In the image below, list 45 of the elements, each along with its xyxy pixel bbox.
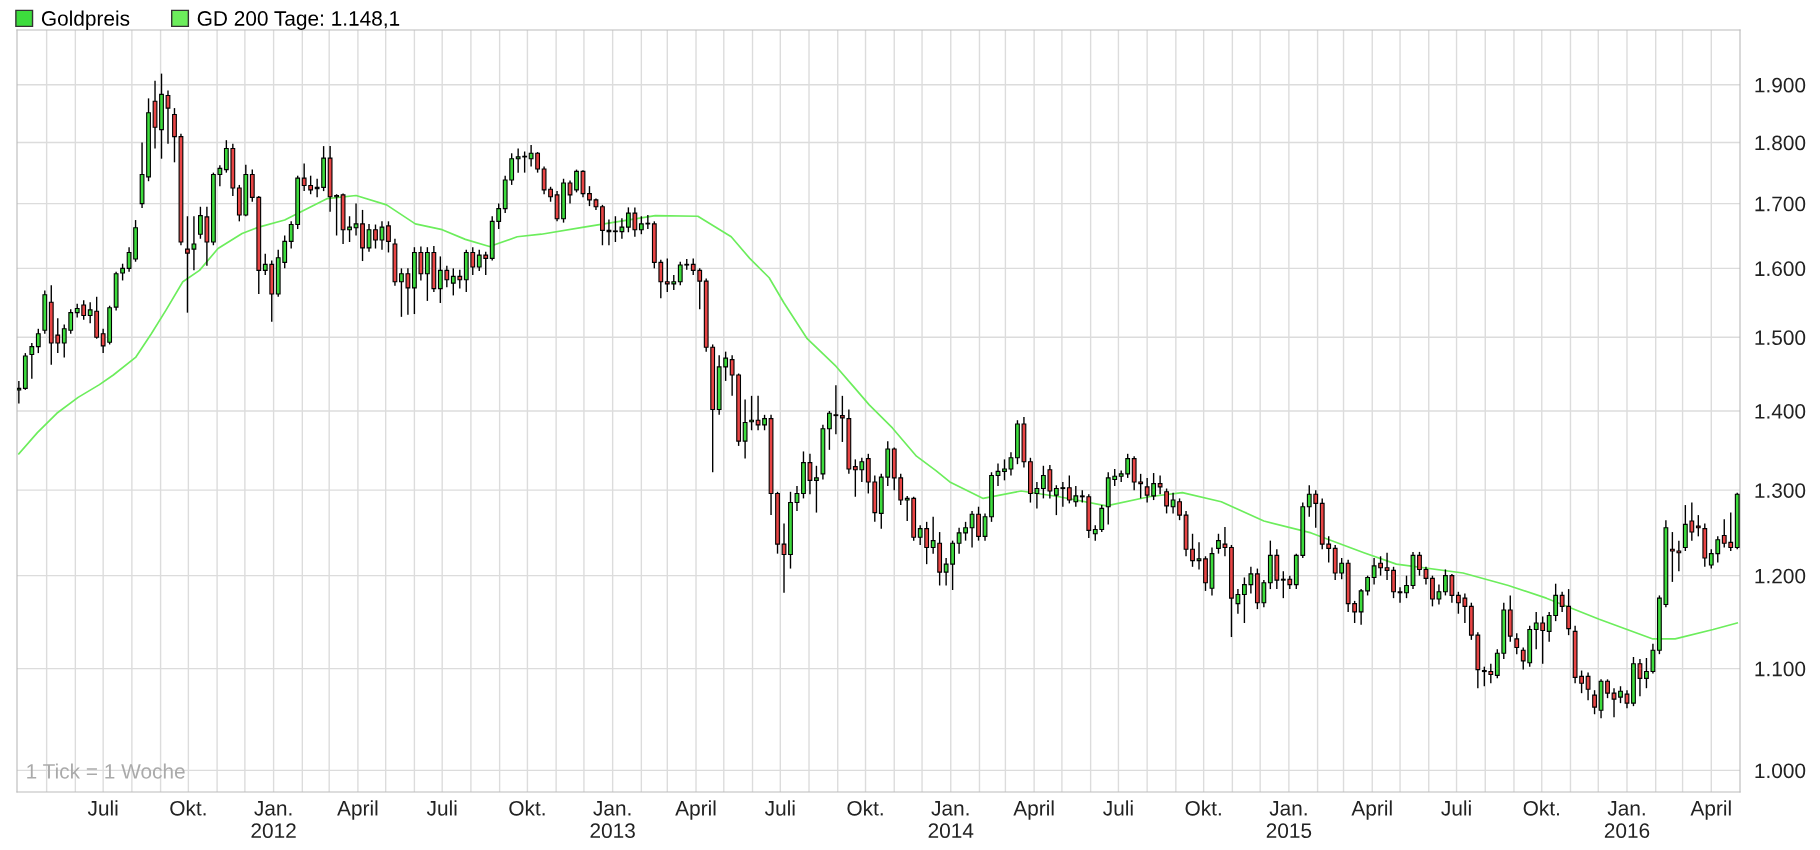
x-tick-label: Okt. [847, 800, 883, 816]
x-tick-label: April [337, 800, 378, 820]
x-tick-label: Juli [765, 800, 795, 816]
candlestick [35, 328, 41, 354]
candlestick [386, 220, 391, 254]
x-tick-label: April [1351, 800, 1392, 820]
candlestick [1585, 671, 1591, 701]
x-tick-label: Okt. [170, 800, 206, 816]
legend-label: GD 200 Tage: 1.148,1 [197, 11, 400, 30]
y-tick-label: 1.800 [1755, 135, 1806, 151]
line-series [18, 194, 1739, 640]
y-tick-label: 1.000 [1755, 763, 1806, 779]
y-tick-label: 1.600 [1755, 261, 1806, 277]
y-tick-label: 1.200 [1755, 568, 1806, 584]
candlestick [1514, 632, 1520, 655]
x-tick-label: April [1690, 800, 1731, 820]
x-tick-label: April [675, 800, 716, 820]
x-tick-label: April [1013, 800, 1054, 820]
x-tick-label: Jan. 2014 [928, 801, 974, 839]
candlestick [1157, 474, 1163, 495]
x-tick-label: Jan. 2015 [1266, 801, 1312, 839]
y-tick-label: 1.900 [1755, 77, 1806, 93]
x-tick-label: Juli [1103, 800, 1133, 816]
candlestick [742, 398, 748, 460]
x-tick-label: Juli [1441, 800, 1471, 816]
annotation: 1 Tick = 1 Woche [27, 763, 185, 779]
candlestick [1695, 514, 1701, 538]
candlestick [1164, 487, 1170, 515]
x-tick-label: Juli [426, 800, 457, 816]
y-tick-label: 1.700 [1755, 196, 1806, 212]
x-tick-label: Jan. 2016 [1604, 801, 1650, 839]
x-tick-label: Okt. [509, 800, 545, 816]
candlestick [814, 465, 819, 514]
legend-label: Goldpreis [41, 10, 130, 30]
candlestick [1592, 689, 1597, 715]
x-tick-label: Okt. [1523, 800, 1559, 816]
y-tick-label: 1.100 [1755, 661, 1806, 677]
x-tick-label: Jan. 2012 [251, 801, 296, 839]
y-tick-label: 1.300 [1755, 483, 1806, 498]
x-tick-label: Juli [87, 800, 118, 816]
x-tick-label: Jan. 2013 [590, 801, 635, 839]
y-tick-label: 1.500 [1755, 330, 1806, 346]
y-tick-label: 1.400 [1755, 404, 1806, 419]
x-tick-label: Okt. [1185, 800, 1221, 816]
candlestick [29, 342, 35, 380]
